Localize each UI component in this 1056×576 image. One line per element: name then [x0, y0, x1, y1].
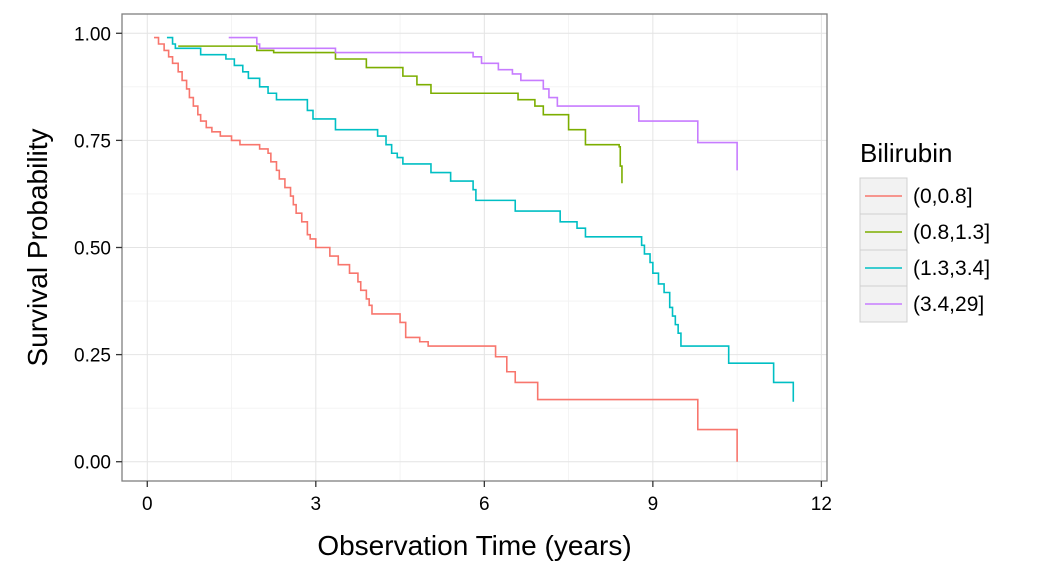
legend: Bilirubin (0,0.8] (0.8,1.3] (1.3,3.4] (3.4,… [859, 138, 990, 323]
series-line-1 [154, 36, 738, 462]
y-tick-label: 0.25 [74, 346, 111, 367]
legend-title: Bilirubin [860, 138, 953, 168]
x-tick-label: 0 [142, 494, 153, 515]
legend-label: (3.4,29] [913, 293, 984, 316]
x-tick-label: 12 [811, 494, 832, 515]
legend-label: (1.3,3.4] [913, 257, 990, 280]
legend-items: (0,0.8] (0.8,1.3] (1.3,3.4] (3.4,29] [859, 177, 990, 323]
y-tick-label: 0.00 [74, 453, 111, 474]
x-axis-title: Observation Time (years) [317, 530, 631, 561]
x-tick-label: 9 [648, 494, 659, 515]
series-line-4 [228, 36, 738, 171]
x-axis: 0 3 6 9 12 [142, 481, 832, 515]
legend-label: (0,0.8] [913, 185, 973, 208]
series-lines [154, 36, 795, 462]
y-axis: 0.00 0.25 0.50 0.75 1.00 [74, 24, 122, 474]
y-tick-label: 0.50 [74, 239, 111, 260]
x-tick-label: 6 [479, 494, 490, 515]
x-tick-label: 3 [311, 494, 322, 515]
plot-panel [121, 13, 828, 482]
legend-label: (0.8,1.3] [913, 221, 990, 244]
y-tick-label: 1.00 [74, 24, 111, 45]
series-line-3 [166, 36, 795, 402]
y-axis-title: Survival Probability [22, 128, 53, 366]
y-tick-label: 0.75 [74, 131, 111, 152]
